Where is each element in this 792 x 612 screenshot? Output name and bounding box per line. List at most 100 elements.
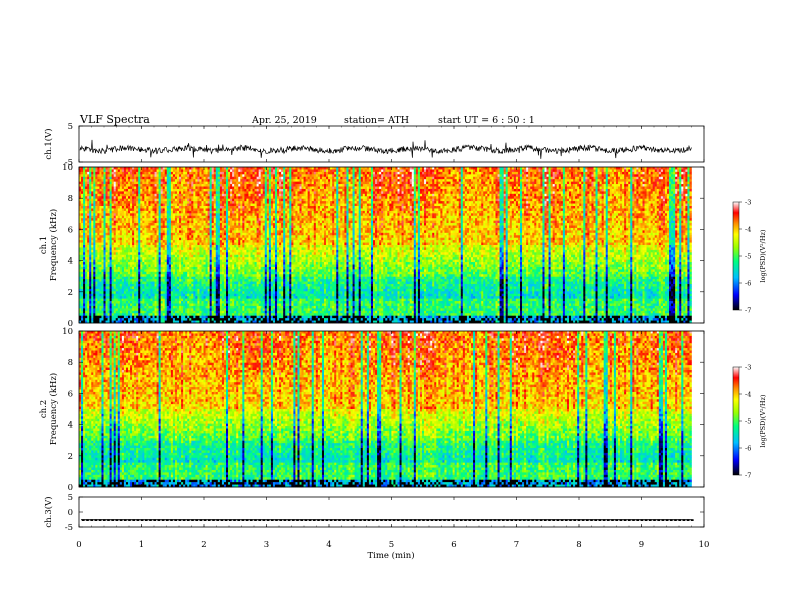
spectrogram-cell xyxy=(123,288,127,292)
spectrogram-cell xyxy=(154,308,157,312)
spectrogram-cell xyxy=(160,274,164,277)
spectrogram-cell xyxy=(119,262,123,265)
spectrogram-cell xyxy=(195,208,198,212)
spectrogram-cell xyxy=(164,203,168,207)
spectrogram-cell xyxy=(174,301,178,304)
spectrogram-cell xyxy=(117,245,121,248)
spectrogram-cell xyxy=(170,310,174,314)
spectrogram-cell xyxy=(154,196,157,199)
spectrogram-cell xyxy=(189,259,192,263)
spectrogram-cell xyxy=(119,232,123,236)
spectrogram-cell xyxy=(185,291,188,295)
spectrogram-cell xyxy=(201,252,204,256)
spectrogram-cell xyxy=(83,298,86,302)
spectrogram-cell xyxy=(189,293,192,297)
spectrogram-cell xyxy=(81,203,84,207)
spectrogram-cell xyxy=(97,264,100,268)
spectrogram-cell xyxy=(168,257,172,260)
spectrogram-cell xyxy=(103,293,106,297)
spectrogram-cell xyxy=(170,254,174,258)
spectrogram-cell xyxy=(101,305,104,309)
spectrogram-cell xyxy=(85,276,88,280)
spectrogram-cell xyxy=(156,257,159,260)
spectrogram-cell xyxy=(109,210,112,214)
spectrogram-cell xyxy=(154,181,157,185)
spectrogram-cell xyxy=(117,201,121,204)
spectrogram-cell xyxy=(146,223,149,226)
spectrogram-cell xyxy=(209,174,213,178)
spectrogram-cell xyxy=(199,171,202,175)
spectrogram-cell xyxy=(156,281,159,285)
spectrogram-cell xyxy=(115,181,119,185)
spectrogram-cell xyxy=(158,257,161,260)
spectrogram-cell xyxy=(187,235,190,238)
spectrogram-cell xyxy=(128,237,131,241)
spectrogram-cell xyxy=(130,291,133,295)
spectrogram-cell xyxy=(166,266,170,270)
spectrogram-cell xyxy=(134,259,137,263)
spectrogram-cell xyxy=(134,271,137,275)
spectrogram-cell xyxy=(177,203,180,207)
spectrogram-cell xyxy=(81,242,84,246)
spectrogram-cell xyxy=(81,186,84,190)
spectrogram-cell xyxy=(234,293,237,297)
spectrogram-cell xyxy=(101,310,104,314)
spectrogram-cell xyxy=(232,213,235,217)
spectrogram-cell xyxy=(217,249,221,253)
spectrogram-cell xyxy=(93,240,96,243)
spectrogram-cell xyxy=(236,171,239,175)
spectrogram-cell xyxy=(162,305,166,309)
spectrogram-cell xyxy=(95,259,98,263)
spectrogram-cell xyxy=(221,218,225,221)
spectrogram-cell xyxy=(236,252,239,256)
spectrogram-cell xyxy=(232,206,235,209)
spectrogram-cell xyxy=(140,313,143,316)
spectrogram-cell xyxy=(207,281,210,285)
spectrogram-cell xyxy=(168,171,172,175)
spectrogram-cell xyxy=(109,310,112,314)
spectrogram-cell xyxy=(150,242,153,246)
spectrogram-cell xyxy=(148,208,151,212)
spectrogram-cell xyxy=(201,315,204,319)
spectrogram-cell xyxy=(215,252,219,256)
spectrogram-cell xyxy=(79,259,82,263)
spectrogram-cell xyxy=(107,257,110,260)
spectrogram-cell xyxy=(156,218,159,221)
spectrogram-cell xyxy=(91,301,94,304)
spectrogram-cell xyxy=(97,262,100,265)
spectrogram-cell xyxy=(207,230,210,234)
spectrogram-cell xyxy=(156,201,159,204)
spectrogram-cell xyxy=(201,245,204,248)
spectrogram-cell xyxy=(166,208,170,212)
spectrogram-cell xyxy=(140,252,143,256)
spectrogram-cell xyxy=(117,308,121,312)
spectrogram-cell xyxy=(193,169,196,173)
spectrogram-cell xyxy=(160,271,164,275)
spectrogram-cell xyxy=(138,235,141,238)
spectrogram-cell xyxy=(234,208,237,212)
spectrogram-cell xyxy=(219,247,223,251)
spectrogram-cell xyxy=(209,288,213,292)
spectrogram-cell xyxy=(221,245,225,248)
spectrogram-cell xyxy=(117,198,121,202)
spectrogram-cell xyxy=(79,174,82,178)
spectrogram-cell xyxy=(91,262,94,265)
spectrogram-cell xyxy=(201,242,204,246)
spectrogram-cell xyxy=(187,193,190,197)
spectrogram-cell xyxy=(85,318,88,321)
spectrogram-cell xyxy=(189,276,192,280)
spectrogram-cell xyxy=(213,308,217,312)
spectrogram-cell xyxy=(223,169,227,173)
spectrogram-cell xyxy=(168,264,172,268)
spectrogram-cell xyxy=(185,262,188,265)
spectrogram-cell xyxy=(158,318,161,321)
spectrogram-cell xyxy=(183,206,186,209)
spectrogram-cell xyxy=(228,171,231,175)
spectrogram-cell xyxy=(150,218,153,221)
spectrogram-cell xyxy=(109,276,112,280)
spectrogram-cell xyxy=(185,308,188,312)
spectrogram-cell xyxy=(105,252,108,256)
spectrogram-cell xyxy=(187,179,190,182)
spectrogram-cell xyxy=(121,318,125,321)
spectrogram-cell xyxy=(228,208,231,212)
